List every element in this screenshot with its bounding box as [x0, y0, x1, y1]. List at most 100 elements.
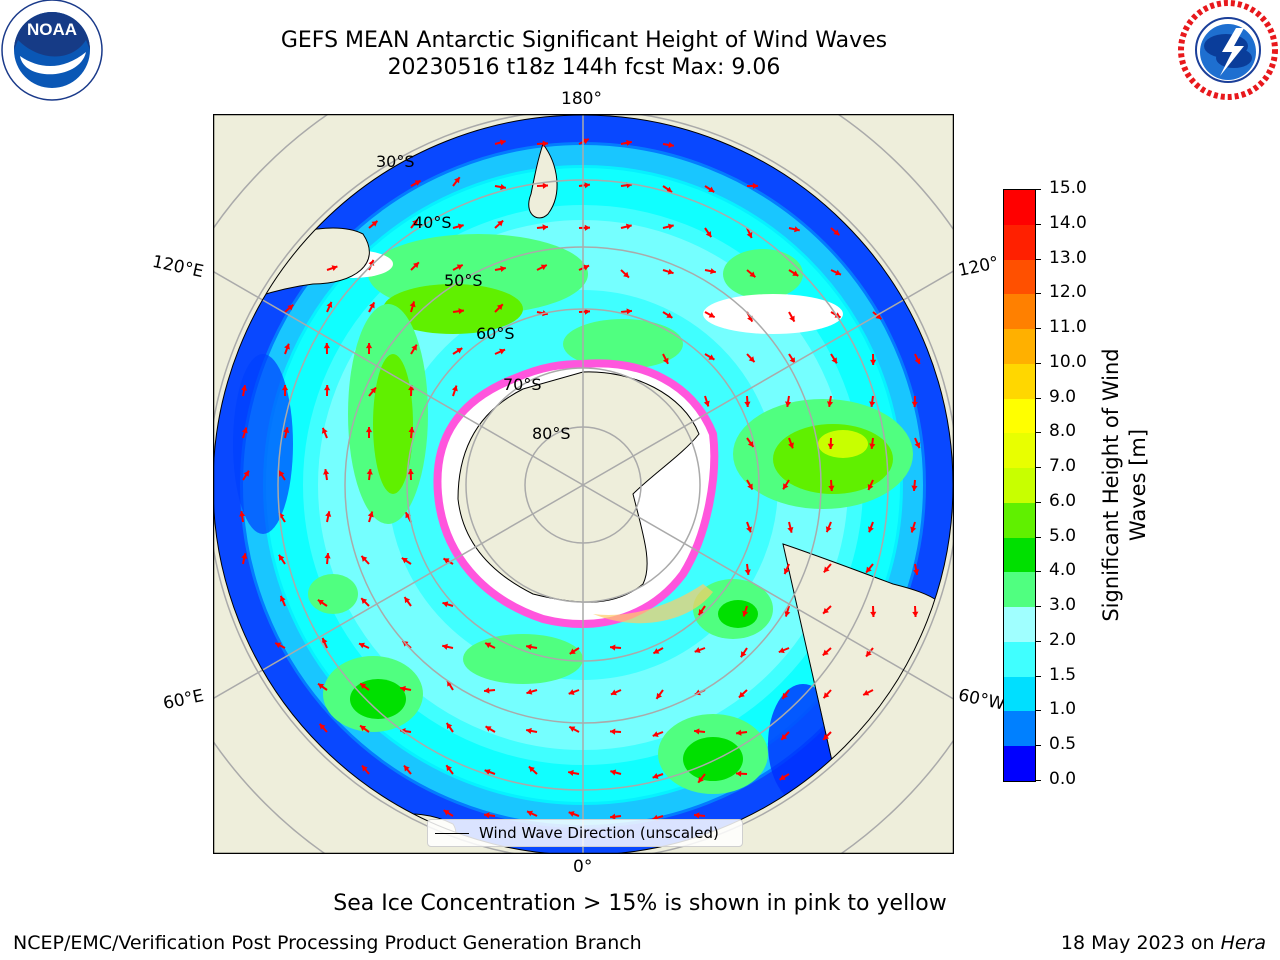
colorbar-tick-label: 6.0 — [1049, 490, 1077, 511]
colorbar-tick-mark — [1035, 362, 1041, 364]
wind-wave-arrowhead — [749, 271, 756, 278]
wind-wave-arrowhead — [822, 649, 829, 656]
wind-wave-arrowhead — [789, 315, 795, 322]
wind-wave-arrowhead — [281, 385, 289, 391]
wind-wave-arrowhead — [287, 304, 294, 311]
wind-wave-arrowhead — [788, 442, 794, 449]
host-name: Hera — [1220, 932, 1266, 954]
wind-wave-arrowhead — [484, 687, 490, 694]
lat-label-40s: 40°S — [413, 213, 452, 232]
colorbar-tick-mark — [1035, 328, 1041, 330]
wind-wave-arrowhead — [279, 595, 286, 602]
wind-wave-arrowhead — [527, 810, 534, 817]
wind-wave-arrowhead — [414, 180, 421, 186]
wind-wave-arrowhead — [451, 385, 458, 392]
wind-wave-arrowhead — [782, 692, 789, 699]
wind-wave-arrowhead — [405, 512, 411, 519]
wind-wave-arrowhead — [446, 722, 453, 729]
wind-wave-arrowhead — [828, 485, 835, 491]
wind-wave-arrowhead — [443, 810, 450, 816]
wind-wave-arrowhead — [666, 312, 673, 318]
wind-wave-arrowhead — [783, 568, 790, 575]
legend-label: Wind Wave Direction (unscaled) — [479, 824, 719, 842]
lon-label-120e: 120°E — [150, 251, 206, 283]
colorbar-segment — [1004, 676, 1035, 712]
nws-logo — [1178, 0, 1278, 100]
colorbar-tick-mark — [1035, 536, 1041, 538]
wind-wave-arrowhead — [279, 470, 285, 477]
wind-wave-arrowhead — [867, 484, 874, 491]
wind-wave-arrowhead — [321, 637, 328, 644]
colorbar-ticks: 0.0 0.5 1.0 1.5 2.0 3.0 4.0 5.0 6.0 7.0 8.0 9.0 10.0… — [1035, 178, 1095, 789]
wind-wave-arrowhead — [744, 569, 751, 575]
wind-wave-arrowhead — [239, 511, 246, 517]
wind-wave-arrowhead — [569, 648, 576, 654]
wind-wave-arrowhead — [243, 470, 249, 477]
colorbar-tick-label: 14.0 — [1049, 212, 1087, 233]
wind-wave-arrowhead — [241, 553, 248, 559]
colorbar-tick-label: 4.0 — [1049, 560, 1077, 581]
lat-label-60s: 60°S — [476, 324, 515, 343]
noaa-logo: NOAA — [0, 0, 104, 104]
wind-wave-arrowhead — [496, 304, 503, 311]
wind-wave-arrowhead — [668, 141, 674, 148]
colorbar-segment — [1004, 433, 1035, 469]
colorbar-segment — [1004, 468, 1035, 503]
wind-wave-arrowhead — [365, 343, 373, 349]
noaa-logo-text: NOAA — [27, 20, 77, 39]
wind-wave-arrowhead — [371, 220, 378, 227]
wind-wave-arrowhead — [584, 182, 590, 189]
colorbar-tick-mark — [1035, 780, 1041, 781]
wind-wave-arrowhead — [542, 224, 548, 231]
lon-label-0: 0° — [573, 857, 593, 877]
wind-wave-arrowhead — [914, 358, 921, 364]
wind-wave-arrowhead — [442, 601, 449, 608]
colorbar-segment — [1004, 711, 1035, 747]
colorbar-tick-label: 7.0 — [1049, 456, 1077, 477]
date-credit: 18 May 2023 on Hera — [1060, 932, 1266, 954]
meridian-line — [582, 269, 954, 486]
wind-wave-arrowhead — [866, 566, 872, 573]
wind-wave-arrowhead — [708, 354, 715, 360]
wind-wave-arrowhead — [411, 344, 417, 351]
wind-wave-arrowhead — [870, 359, 877, 365]
colorbar-tick-label: 1.5 — [1049, 664, 1077, 685]
wind-wave-arrowhead — [746, 231, 753, 238]
wind-wave-arrowhead — [610, 689, 617, 696]
wind-wave-arrowhead — [826, 401, 834, 407]
map-legend: Wind Wave Direction (unscaled) — [427, 819, 743, 847]
wind-wave-arrowhead — [283, 427, 290, 433]
wind-wave-arrowhead — [360, 683, 367, 689]
lat-label-30s: 30°S — [376, 152, 415, 171]
wind-wave-arrowhead — [747, 440, 754, 447]
colorbar-label-wrap: Significant Height of Wind Waves [m] — [1090, 189, 1160, 780]
wind-wave-arrowhead — [746, 526, 752, 533]
wind-wave-arrowhead — [326, 301, 333, 308]
wind-wave-arrowhead — [319, 723, 326, 730]
wind-wave-arrowhead — [794, 226, 800, 233]
colorbar-tick-label: 8.0 — [1049, 421, 1077, 442]
wind-wave-arrowhead — [401, 557, 408, 564]
wind-wave-arrowhead — [526, 688, 533, 695]
colorbar-tick-label: 2.0 — [1049, 629, 1077, 650]
colorbar-tick-mark — [1035, 640, 1041, 642]
wind-wave-arrowhead — [361, 555, 368, 562]
wind-wave-arrowhead — [784, 610, 791, 617]
colorbar-segment — [1004, 189, 1035, 225]
meridian-line — [582, 484, 954, 701]
wind-wave-arrowhead — [456, 348, 463, 354]
wind-wave-arrowhead — [698, 776, 704, 783]
wind-wave-arrowhead — [499, 139, 506, 146]
wind-wave-arrowhead — [361, 765, 368, 772]
wind-wave-arrowhead — [736, 729, 742, 736]
wind-wave-arrowhead — [875, 313, 882, 320]
colorbar — [1003, 189, 1036, 782]
colorbar-tick-label: 9.0 — [1049, 386, 1077, 407]
wind-wave-arrowhead — [698, 609, 705, 616]
wind-wave-arrowhead — [485, 642, 492, 649]
wind-wave-arrowhead — [913, 569, 920, 575]
colorbar-segment — [1004, 502, 1035, 538]
lat-label-80s: 80°S — [532, 424, 571, 443]
map-frame — [212, 113, 955, 855]
wind-wave-arrowhead — [740, 651, 747, 658]
